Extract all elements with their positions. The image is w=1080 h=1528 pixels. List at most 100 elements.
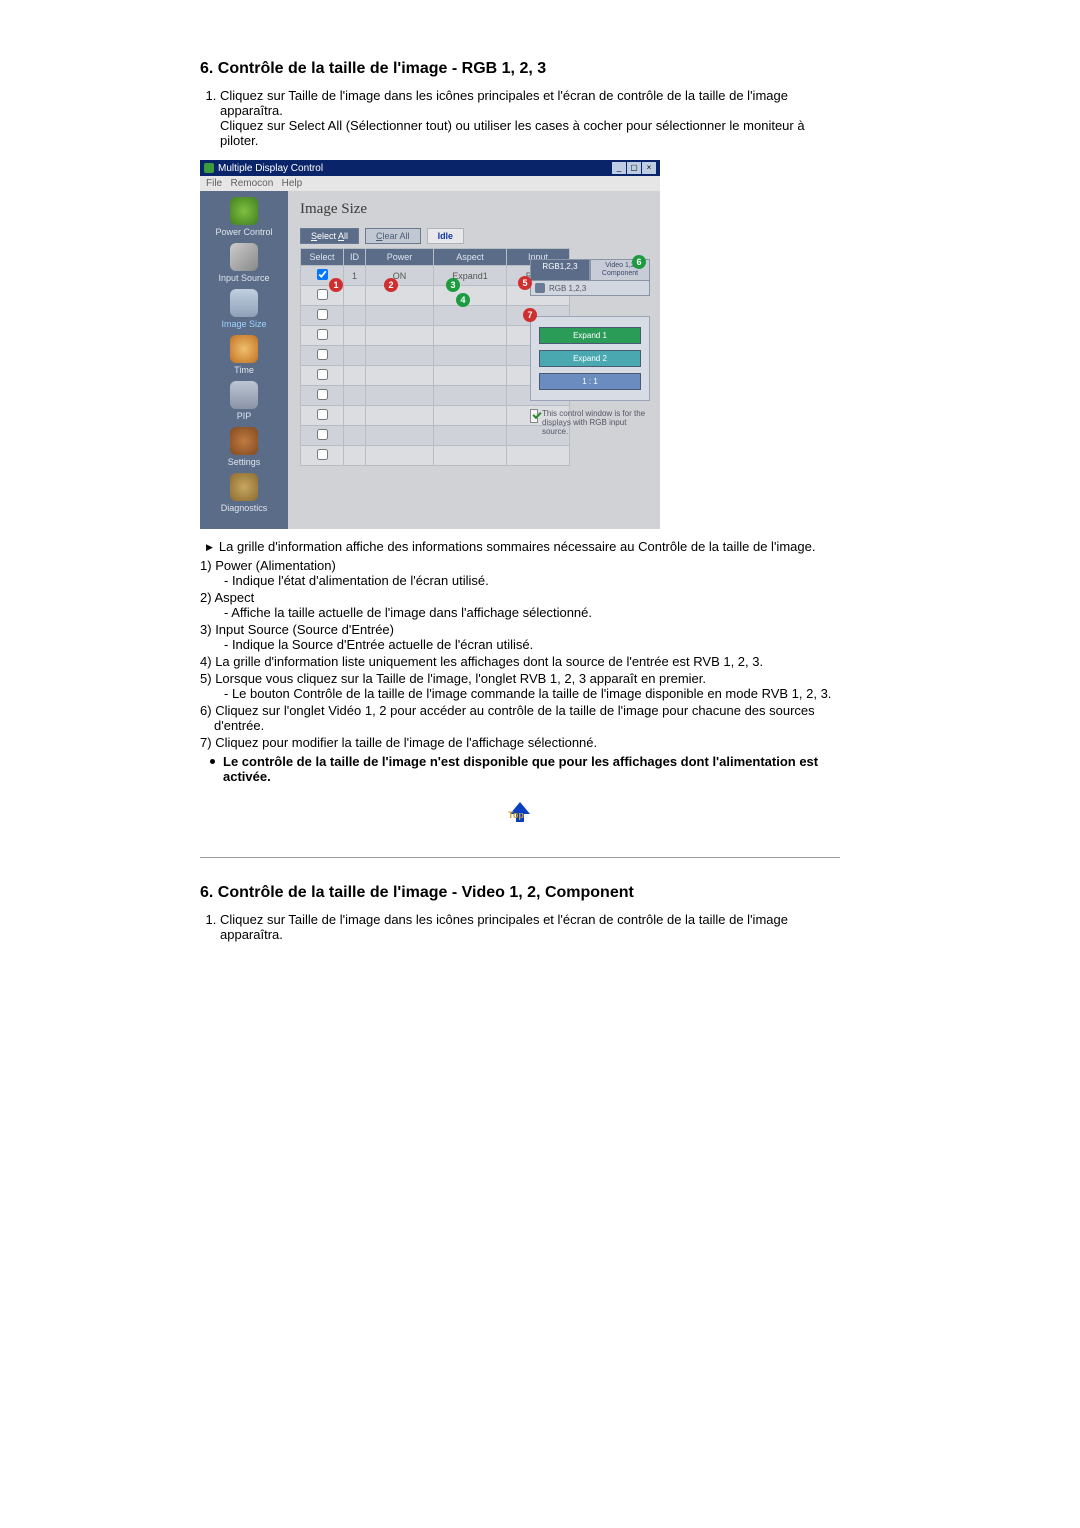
- power-control-icon: [230, 197, 258, 225]
- checkmark-icon: [530, 409, 538, 423]
- row-checkbox[interactable]: [317, 409, 328, 420]
- callout-marker-4: 4: [456, 293, 470, 307]
- arrow-icon: ▶: [206, 542, 213, 554]
- action-tabbar: SSelect Allelect All Clear All Idle: [300, 228, 650, 244]
- titlebar: Multiple Display Control _ ▢ ×: [200, 160, 660, 176]
- rgb-note-text: This control window is for the displays …: [542, 409, 650, 436]
- tab-rgb[interactable]: RGB1,2,3: [530, 259, 590, 281]
- sidebar-item-pip[interactable]: PIP: [200, 381, 288, 421]
- sidebar-label: Input Source: [218, 273, 269, 283]
- info-item-1: 1) Power (Alimentation) - Indique l'état…: [200, 558, 840, 588]
- section1-heading: 6. Contrôle de la taille de l'image - RG…: [200, 60, 840, 78]
- row-checkbox[interactable]: [317, 309, 328, 320]
- sidebar-label: Diagnostics: [221, 503, 268, 513]
- col-select: Select: [301, 249, 344, 266]
- info-item-5: 5) Lorsque vous cliquez sur la Taille de…: [200, 671, 840, 701]
- main-panel: Image Size SSelect Allelect All Clear Al…: [288, 191, 660, 529]
- menu-file[interactable]: File: [206, 178, 222, 189]
- table-row[interactable]: [301, 446, 570, 466]
- sidebar-item-input-source[interactable]: Input Source: [200, 243, 288, 283]
- settings-icon: [230, 427, 258, 455]
- app-window: Multiple Display Control _ ▢ × File Remo…: [200, 160, 660, 529]
- monitor-icon: [535, 283, 545, 293]
- row-checkbox[interactable]: [317, 369, 328, 380]
- close-button[interactable]: ×: [642, 162, 656, 174]
- col-power: Power: [366, 249, 434, 266]
- sidebar-label: Image Size: [221, 319, 266, 329]
- input-source-icon: [230, 243, 258, 271]
- row-checkbox[interactable]: [317, 389, 328, 400]
- sidebar-label: Settings: [228, 457, 261, 467]
- info-item-7: 7) Cliquez pour modifier la taille de l'…: [200, 735, 840, 750]
- minimize-button[interactable]: _: [612, 162, 626, 174]
- select-all-button[interactable]: SSelect Allelect All: [300, 228, 359, 244]
- callout-marker-2: 2: [384, 278, 398, 292]
- menubar: File Remocon Help: [200, 176, 660, 191]
- info-item-4: 4) La grille d'information liste uniquem…: [200, 654, 840, 669]
- one-to-one-button[interactable]: 1 : 1: [539, 373, 641, 390]
- image-size-icon: [230, 289, 258, 317]
- right-control-panel: RGB1,2,3 Video 1,2 Component RGB 1,2,3 E…: [530, 259, 650, 436]
- callout-marker-5: 5: [518, 276, 532, 290]
- expand1-button[interactable]: Expand 1: [539, 327, 641, 344]
- section1-intro-item-1: Cliquez sur Taille de l'image dans les i…: [220, 88, 840, 148]
- sidebar-label: Time: [234, 365, 254, 375]
- info-item-2: 2) Aspect - Affiche la taille actuelle d…: [200, 590, 840, 620]
- top-label: Top: [508, 810, 524, 820]
- maximize-button[interactable]: ▢: [627, 162, 641, 174]
- input-dropdown[interactable]: RGB 1,2,3: [530, 281, 650, 296]
- section2-heading: 6. Contrôle de la taille de l'image - Vi…: [200, 884, 840, 902]
- callout-marker-3: 3: [446, 278, 460, 292]
- section1-intro-text-1: Cliquez sur Taille de l'image dans les i…: [220, 88, 788, 118]
- sidebar-item-power-control[interactable]: Power Control: [200, 197, 288, 237]
- callout-marker-7: 7: [523, 308, 537, 322]
- bullet-icon: [210, 759, 215, 764]
- clear-all-button[interactable]: Clear All: [365, 228, 421, 244]
- row-checkbox[interactable]: [317, 349, 328, 360]
- row-checkbox[interactable]: [317, 429, 328, 440]
- dropdown-value: RGB 1,2,3: [549, 284, 586, 293]
- titlebar-text: Multiple Display Control: [218, 163, 323, 174]
- row-checkbox[interactable]: [317, 269, 328, 280]
- section2-intro-item-1: Cliquez sur Taille de l'image dans les i…: [220, 912, 840, 942]
- cell-power: ON: [366, 266, 434, 286]
- info-block: ▶ La grille d'information affiche des in…: [200, 539, 840, 784]
- section1-intro-followup: Cliquez sur Select All (Sélectionner tou…: [220, 118, 805, 148]
- info-bold-text: Le contrôle de la taille de l'image n'es…: [223, 754, 840, 784]
- sidebar-item-time[interactable]: Time: [200, 335, 288, 375]
- section1-intro-list: Cliquez sur Taille de l'image dans les i…: [200, 88, 840, 148]
- time-icon: [230, 335, 258, 363]
- sidebar-label: Power Control: [215, 227, 272, 237]
- col-id: ID: [344, 249, 366, 266]
- info-intro: La grille d'information affiche des info…: [219, 539, 816, 554]
- sidebar-item-settings[interactable]: Settings: [200, 427, 288, 467]
- rgb-note: This control window is for the displays …: [530, 409, 650, 436]
- sidebar: Power Control Input Source Image Size Ti…: [200, 191, 288, 529]
- info-item-6: 6) Cliquez sur l'onglet Vidéo 1, 2 pour …: [200, 703, 840, 733]
- col-aspect: Aspect: [434, 249, 507, 266]
- sidebar-item-image-size[interactable]: Image Size: [200, 289, 288, 329]
- sidebar-label: PIP: [237, 411, 252, 421]
- info-bold-bullet: Le contrôle de la taille de l'image n'es…: [200, 754, 840, 784]
- sidebar-item-diagnostics[interactable]: Diagnostics: [200, 473, 288, 513]
- idle-tab[interactable]: Idle: [427, 228, 465, 244]
- menu-remocon[interactable]: Remocon: [230, 178, 273, 189]
- pip-icon: [230, 381, 258, 409]
- info-item-3: 3) Input Source (Source d'Entrée) - Indi…: [200, 622, 840, 652]
- expand2-button[interactable]: Expand 2: [539, 350, 641, 367]
- section-divider: [200, 857, 840, 858]
- cell-id: 1: [344, 266, 366, 286]
- back-to-top-link[interactable]: Top: [502, 800, 538, 836]
- callout-marker-6: 6: [632, 255, 646, 269]
- size-buttons-group: Expand 1 Expand 2 1 : 1: [530, 316, 650, 401]
- row-checkbox[interactable]: [317, 449, 328, 460]
- app-logo-icon: [204, 163, 214, 173]
- row-checkbox[interactable]: [317, 329, 328, 340]
- cell-aspect: Expand1: [434, 266, 507, 286]
- menu-help[interactable]: Help: [282, 178, 303, 189]
- section2-intro-list: Cliquez sur Taille de l'image dans les i…: [200, 912, 840, 942]
- diagnostics-icon: [230, 473, 258, 501]
- panel-title: Image Size: [300, 201, 650, 218]
- row-checkbox[interactable]: [317, 289, 328, 300]
- callout-marker-1: 1: [329, 278, 343, 292]
